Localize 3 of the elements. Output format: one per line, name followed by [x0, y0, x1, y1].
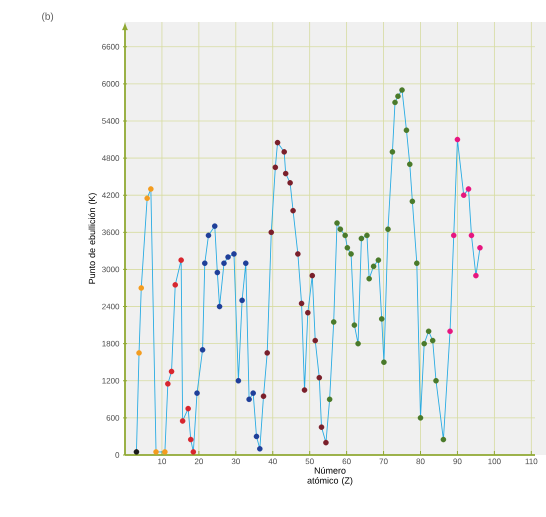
text: (b) [42, 12, 54, 22]
x-axis-title: Número atómico (Z) [307, 467, 352, 486]
y-axis-title: Punto de ebullición (K) [88, 193, 97, 284]
